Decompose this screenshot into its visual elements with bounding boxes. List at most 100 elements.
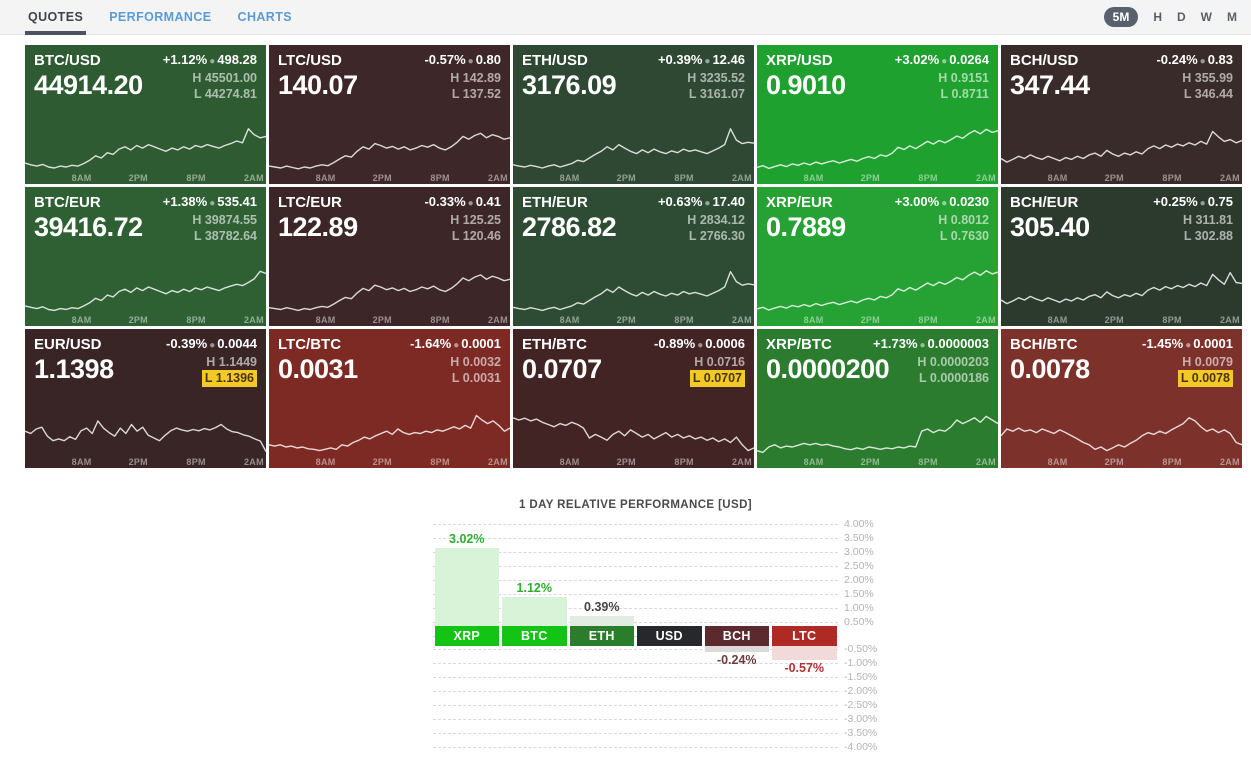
sparkline: 8AM 2PM 8PM 2AM <box>1001 124 1242 184</box>
value-label: -0.24% <box>716 652 757 667</box>
y-axis-tick: 2.50% <box>844 559 874 572</box>
high-row: H 3235.52 <box>687 71 745 85</box>
tab-charts[interactable]: CHARTS <box>237 10 292 24</box>
change-percent: -0.57% <box>424 52 466 67</box>
high-row: H 0.0716 <box>694 355 745 369</box>
low-row: L 0.0078 <box>1177 370 1233 387</box>
time-axis-label: 8PM <box>430 457 450 467</box>
low-row: L 1.1396 <box>201 370 257 387</box>
time-axis-label: 2PM <box>1104 173 1124 183</box>
tab-quotes[interactable]: QUOTES <box>24 0 87 35</box>
range-button-day[interactable]: D <box>1177 10 1186 24</box>
low-row: L 120.46 <box>451 229 501 244</box>
value-label: 1.12% <box>516 580 552 595</box>
gridline <box>433 663 838 665</box>
change-group: +0.63% ● 17.40 <box>658 194 745 209</box>
value-label: -0.57% <box>784 661 825 676</box>
y-axis-tick: -3.00% <box>844 713 878 726</box>
quote-tile[interactable]: BTC/EUR +1.38% ● 535.41 39416.72 H 39874.5… <box>25 187 266 326</box>
low-value: 0.0078 <box>1191 371 1230 386</box>
gridline <box>433 537 838 539</box>
pair-label: EUR/USD <box>34 336 102 353</box>
y-axis-tick: -1.00% <box>844 657 878 670</box>
high-row: H 1.1449 <box>206 355 257 369</box>
separator-dot-icon: ● <box>941 198 948 209</box>
quote-tile[interactable]: EUR/USD -0.39% ● 0.0044 1.1398 H 1.1449 L … <box>25 329 266 468</box>
time-axis-label: 2AM <box>487 173 508 183</box>
change-value: 0.0000003 <box>927 336 989 351</box>
high-low-block: H 2834.12 L 2766.30 <box>687 212 745 245</box>
sparkline: 8AM 2PM 8PM 2AM <box>513 124 754 184</box>
category-label-bch[interactable]: BCH <box>704 625 769 646</box>
high-low-block: H 45501.00 L 44274.81 <box>192 70 257 103</box>
high-value: 142.89 <box>462 71 501 85</box>
quote-tile[interactable]: LTC/BTC -1.64% ● 0.0001 0.0031 H 0.0032 L … <box>269 329 510 468</box>
quote-tile[interactable]: BCH/BTC -1.45% ● 0.0001 0.0078 H 0.0079 L … <box>1001 329 1242 468</box>
time-axis-label: 8AM <box>315 457 336 467</box>
time-axis-label: 2AM <box>731 173 752 183</box>
y-axis-tick: 0.50% <box>844 615 874 628</box>
category-label-btc[interactable]: BTC <box>502 625 567 646</box>
time-axis-label: 8PM <box>918 315 938 325</box>
range-button-hour[interactable]: H <box>1153 10 1162 24</box>
time-range-group: 5M H D W M <box>1103 7 1237 27</box>
change-group: +0.25% ● 0.75 <box>1153 194 1233 209</box>
category-label-usd[interactable]: USD <box>637 625 702 646</box>
change-value: 0.80 <box>475 52 501 67</box>
quote-tile[interactable]: BCH/EUR +0.25% ● 0.75 305.40 H 311.81 L 30… <box>1001 187 1242 326</box>
low-value: 44274.81 <box>204 87 257 102</box>
quote-tile[interactable]: XRP/EUR +3.00% ● 0.0230 0.7889 H 0.8012 L … <box>757 187 998 326</box>
low-row: L 38782.64 <box>193 229 257 244</box>
quote-tile[interactable]: ETH/BTC -0.89% ● 0.0006 0.0707 H 0.0716 L … <box>513 329 754 468</box>
change-group: -1.45% ● 0.0001 <box>1142 336 1233 351</box>
quote-tile[interactable]: XRP/USD +3.02% ● 0.0264 0.9010 H 0.9151 L … <box>757 45 998 184</box>
low-value: 346.44 <box>1194 87 1233 102</box>
last-price: 347.44 <box>1010 70 1090 100</box>
high-row: H 355.99 <box>1182 71 1233 85</box>
tab-performance[interactable]: PERFORMANCE <box>109 10 212 24</box>
low-value: 302.88 <box>1194 229 1233 244</box>
range-button-month[interactable]: M <box>1227 10 1237 24</box>
range-button-week[interactable]: W <box>1200 10 1212 24</box>
time-axis-label: 8AM <box>1047 457 1068 467</box>
pair-label: BTC/EUR <box>34 194 101 211</box>
sparkline: 8AM 2PM 8PM 2AM <box>269 266 510 326</box>
change-value: 0.75 <box>1207 194 1233 209</box>
quote-tile[interactable]: BCH/USD -0.24% ● 0.83 347.44 H 355.99 L 34… <box>1001 45 1242 184</box>
sparkline: 8AM 2PM 8PM 2AM <box>269 124 510 184</box>
performance-chart-title: 1 DAY RELATIVE PERFORMANCE [USD] <box>518 499 753 511</box>
category-label-eth[interactable]: ETH <box>569 625 634 646</box>
change-percent: -0.24% <box>1156 52 1198 67</box>
category-label-ltc[interactable]: LTC <box>772 625 837 646</box>
high-value: 2834.12 <box>699 213 745 227</box>
range-button-5m[interactable]: 5M <box>1103 7 1139 27</box>
time-axis-label: 2PM <box>128 315 148 325</box>
category-label-xrp[interactable]: XRP <box>434 625 499 646</box>
time-axis-label: 2AM <box>487 315 508 325</box>
quote-tile[interactable]: LTC/EUR -0.33% ● 0.41 122.89 H 125.25 L 12… <box>269 187 510 326</box>
time-axis-label: 2AM <box>243 173 264 183</box>
time-axis-label: 2PM <box>616 315 636 325</box>
low-row: L 346.44 <box>1183 87 1233 102</box>
change-value: 498.28 <box>217 52 257 67</box>
high-low-block: H 311.81 L 302.88 <box>1183 212 1233 245</box>
quote-tile[interactable]: ETH/EUR +0.63% ● 17.40 2786.82 H 2834.12 L… <box>513 187 754 326</box>
sparkline: 8AM 2PM 8PM 2AM <box>269 408 510 468</box>
quote-tile[interactable]: XRP/BTC +1.73% ● 0.0000003 0.0000200 H 0.0… <box>757 329 998 468</box>
time-axis-label: 8AM <box>803 173 824 183</box>
time-axis-label: 2PM <box>860 315 880 325</box>
pair-label: ETH/EUR <box>522 194 588 211</box>
pair-label: XRP/USD <box>766 52 833 69</box>
low-value: 0.0707 <box>703 371 742 386</box>
quote-tile[interactable]: LTC/USD -0.57% ● 0.80 140.07 H 142.89 L 13… <box>269 45 510 184</box>
time-axis-label: 8PM <box>918 173 938 183</box>
change-percent: +0.63% <box>657 194 703 209</box>
separator-dot-icon: ● <box>453 340 460 351</box>
pair-label: ETH/USD <box>522 52 588 69</box>
last-price: 0.0000200 <box>766 354 890 384</box>
high-low-block: H 0.0032 L 0.0031 <box>450 354 501 387</box>
pair-label: LTC/EUR <box>278 194 342 211</box>
change-value: 0.0044 <box>217 336 257 351</box>
quote-tile[interactable]: BTC/USD +1.12% ● 498.28 44914.20 H 45501.0… <box>25 45 266 184</box>
quote-tile[interactable]: ETH/USD +0.39% ● 12.46 3176.09 H 3235.52 L… <box>513 45 754 184</box>
